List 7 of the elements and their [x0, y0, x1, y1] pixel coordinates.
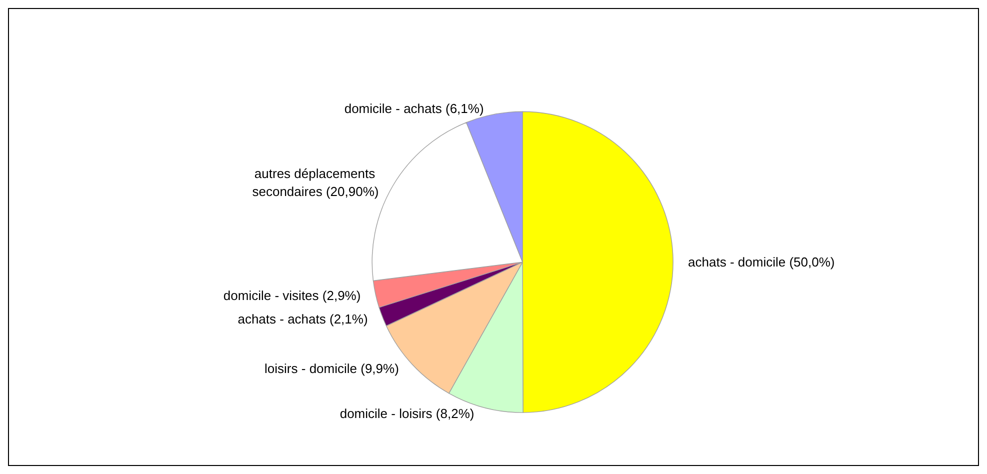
slice-label: domicile - achats (6,1%): [344, 100, 484, 116]
slice-label: loisirs - domicile (9,9%): [264, 361, 399, 376]
slice-label: domicile - loisirs (8,2%): [340, 406, 474, 422]
slice-label: achats - achats (2,1%): [238, 311, 368, 326]
slice-label: autres déplacements secondaires (20,90%): [252, 166, 379, 200]
slice-label: domicile - visites (2,9%): [223, 288, 361, 303]
slice-label: achats - domicile (50,0%): [688, 254, 835, 270]
